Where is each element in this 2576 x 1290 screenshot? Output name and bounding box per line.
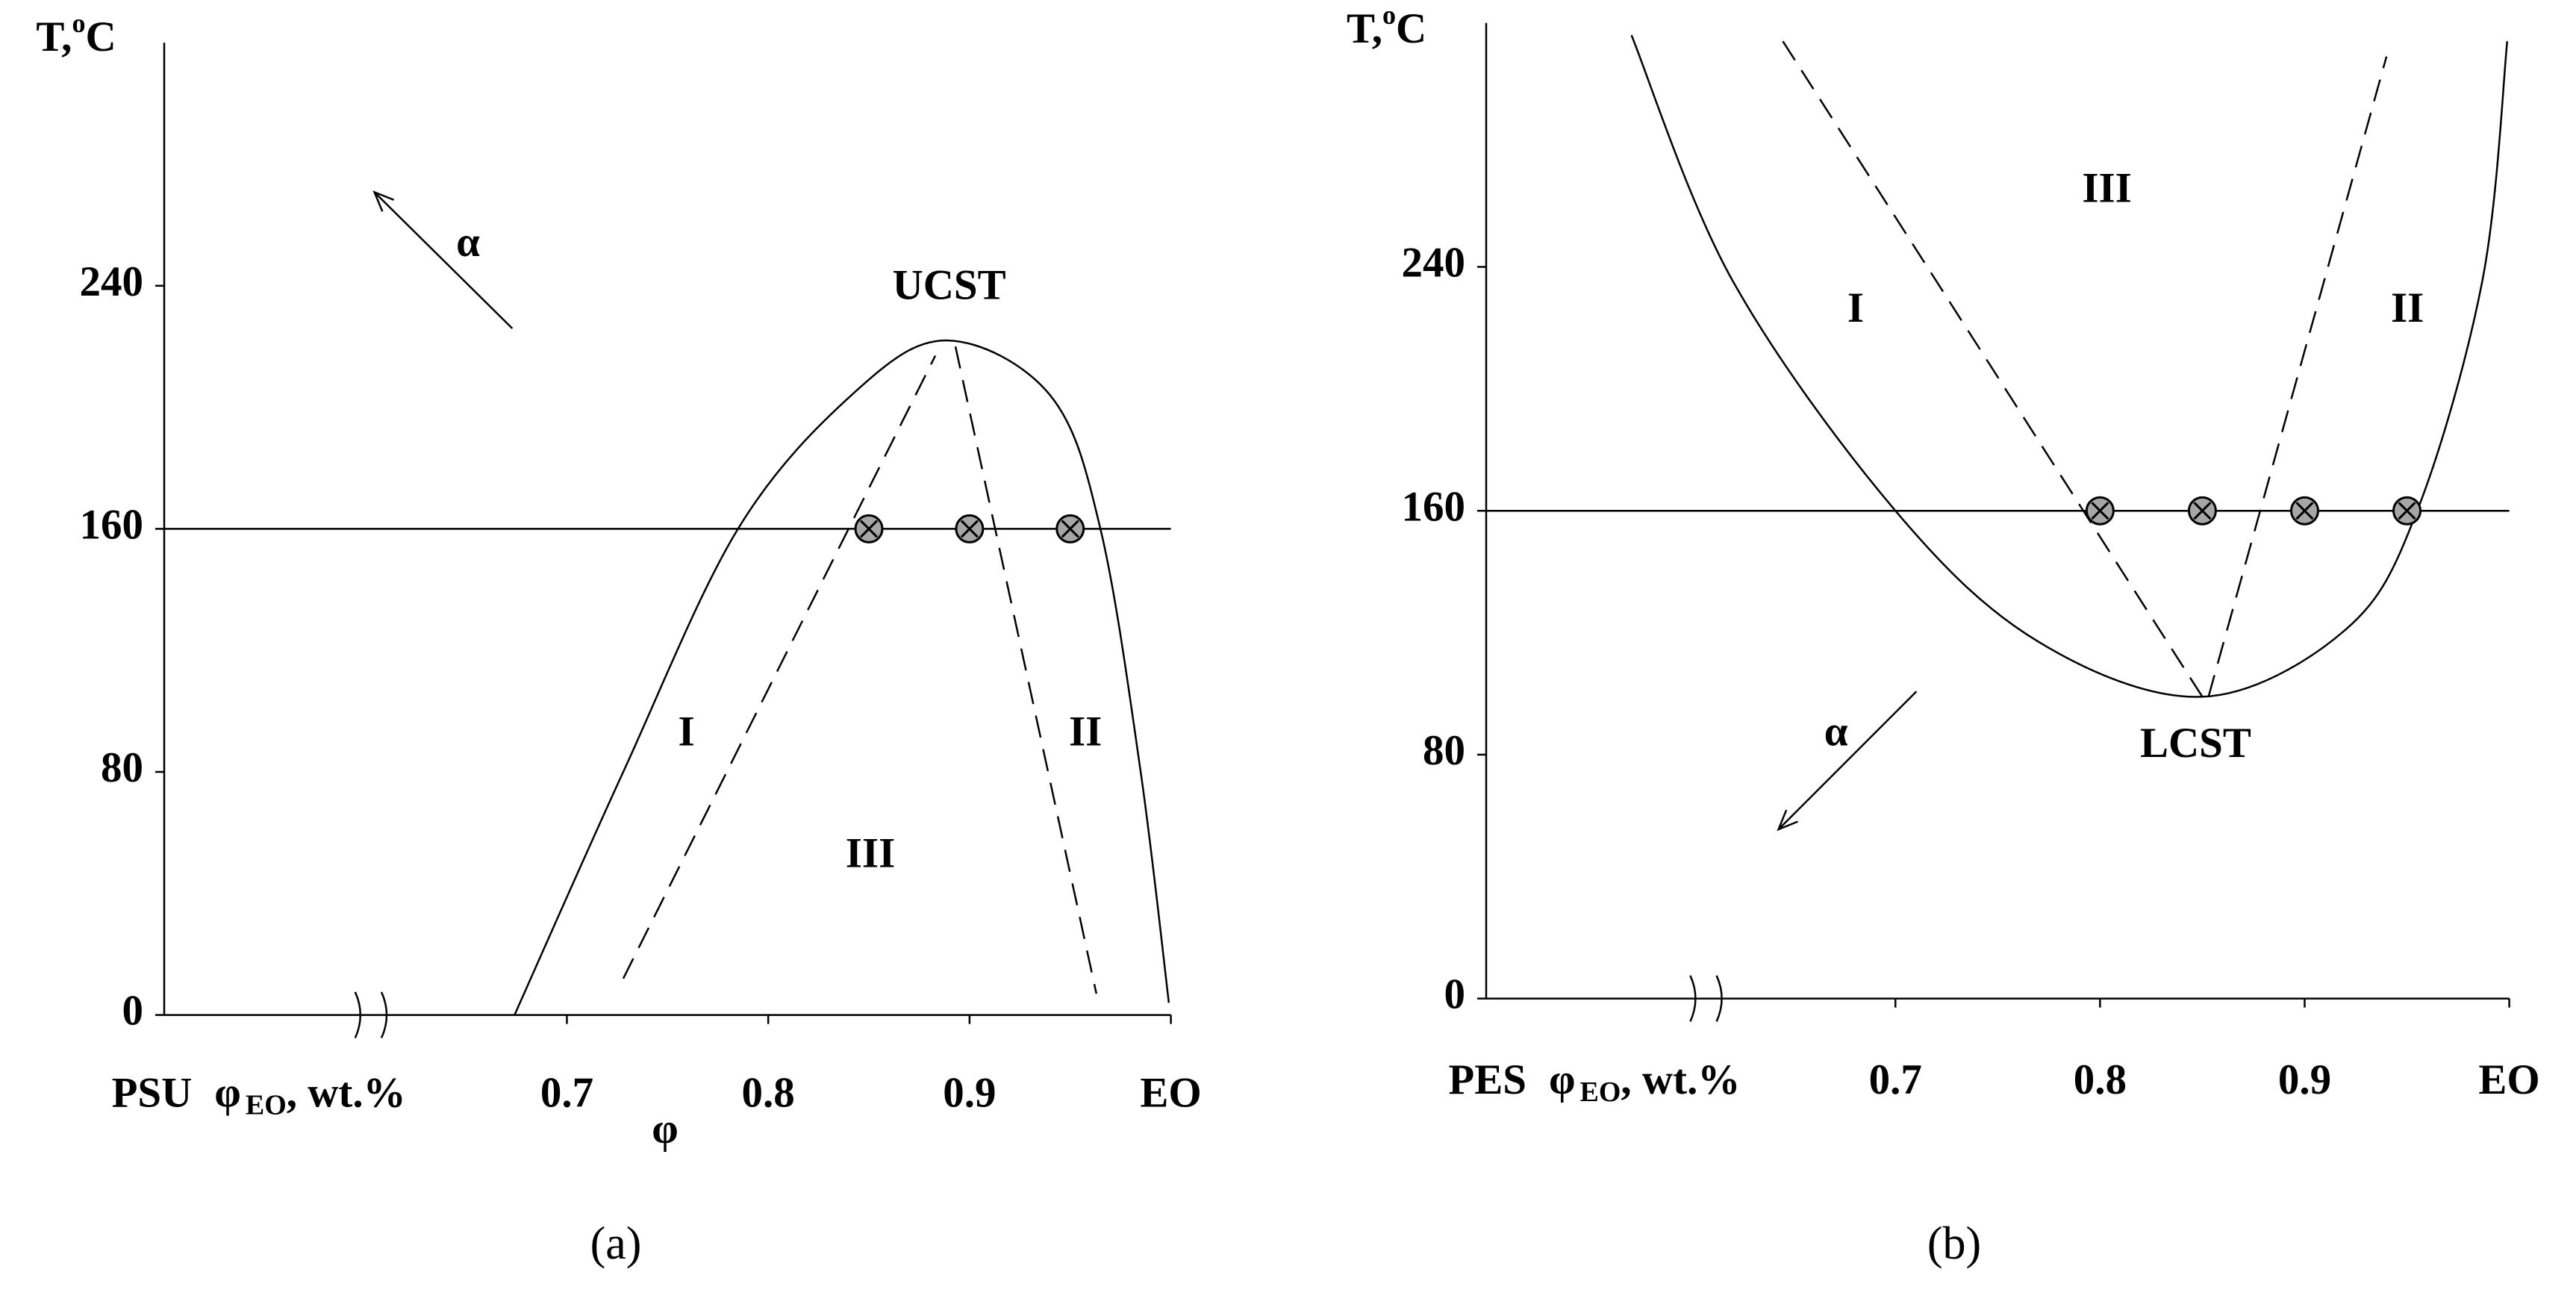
y-tick-label: 160 <box>1402 483 1466 530</box>
x-label-material: PSU <box>112 1070 193 1117</box>
axis-break <box>1689 975 1697 1022</box>
annotation: I <box>679 708 695 755</box>
x-label-material: PES <box>1448 1056 1526 1103</box>
y-tick-label: 80 <box>101 744 143 791</box>
y-tick-label: 0 <box>1444 971 1466 1018</box>
x-tick-label: 0.7 <box>540 1070 593 1117</box>
binodal-curve <box>1630 34 2509 698</box>
annotation: φ <box>652 1106 679 1153</box>
data-point-cross <box>859 520 879 538</box>
x-label-unit: , wt.% <box>287 1070 406 1117</box>
axis-break <box>354 991 361 1038</box>
annotation: UCST <box>893 261 1006 308</box>
y-tick-label: 160 <box>80 501 144 548</box>
y-label-text: T, <box>36 13 72 60</box>
x-tick-label: EO <box>1140 1070 1201 1117</box>
x-label-subscript: EO <box>1580 1076 1621 1108</box>
axis-break <box>1715 975 1723 1022</box>
y-label-unit: C <box>1396 5 1426 52</box>
x-tick-label: 0.8 <box>2074 1056 2127 1103</box>
x-tick-label: 0.8 <box>742 1070 795 1117</box>
x-label-symbol: φ <box>214 1070 241 1117</box>
x-tick-label: 0.9 <box>2278 1056 2331 1103</box>
annotation: α <box>1824 708 1848 755</box>
data-point-cross <box>1061 520 1079 538</box>
y-axis-label: T,oC <box>1347 0 1426 52</box>
arrow <box>373 191 514 329</box>
x-tick-label: 0.9 <box>943 1070 996 1117</box>
y-label-unit: C <box>85 13 116 60</box>
data-point-cross <box>2193 502 2212 520</box>
arrow-head <box>1777 809 1799 832</box>
arrow-head <box>372 190 395 212</box>
y-label-text: T, <box>1347 5 1382 52</box>
annotation: LCST <box>2140 720 2251 767</box>
x-label-unit: , wt.% <box>1621 1056 1740 1103</box>
y-tick-label: 80 <box>1423 727 1465 774</box>
data-point-cross <box>960 520 979 538</box>
spinodal-line <box>2207 56 2388 697</box>
caption: (a) <box>590 1218 642 1269</box>
spinodal-line <box>622 355 937 979</box>
annotation: III <box>2082 164 2132 211</box>
y-label-superscript: o <box>1382 0 1396 30</box>
annotation: α <box>456 219 480 266</box>
caption: (b) <box>1927 1218 1981 1269</box>
spinodal-line <box>954 346 1098 994</box>
annotation: II <box>2391 284 2424 331</box>
annotation: III <box>846 829 896 876</box>
y-label-superscript: o <box>72 8 85 38</box>
annotation: II <box>1069 708 1102 755</box>
axis-break <box>380 991 388 1038</box>
spinodal-line <box>1782 40 2204 697</box>
y-tick-label: 0 <box>122 988 144 1035</box>
y-tick-label: 240 <box>80 258 144 305</box>
arrow <box>1777 691 1918 830</box>
x-axis-label: PES φ EO, wt.% <box>1448 1056 1740 1108</box>
data-point-cross <box>2398 502 2416 520</box>
x-axis-label: PSU φ EO, wt.% <box>112 1070 406 1121</box>
x-label-symbol: φ <box>1549 1056 1576 1103</box>
data-point-cross <box>2295 502 2314 520</box>
data-point-cross <box>2091 502 2109 520</box>
annotation: I <box>1847 284 1864 331</box>
x-label-subscript: EO <box>246 1089 287 1121</box>
binodal-curve <box>514 339 1170 1016</box>
y-tick-label: 240 <box>1402 240 1466 287</box>
y-axis-label: T,oC <box>36 8 116 60</box>
x-tick-label: 0.7 <box>1869 1056 1922 1103</box>
x-tick-label: EO <box>2478 1056 2539 1103</box>
